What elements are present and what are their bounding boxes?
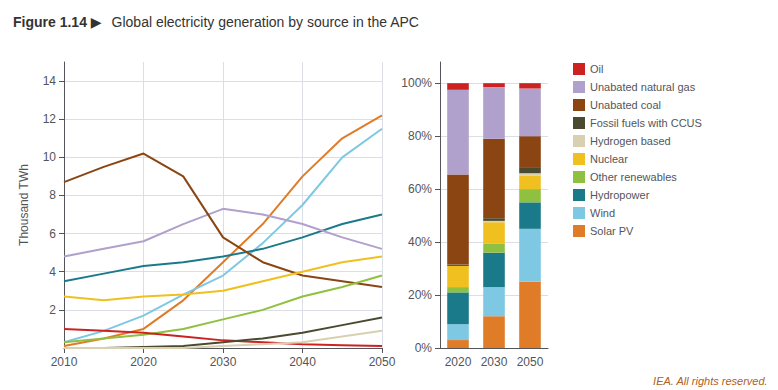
svg-text:2050: 2050 — [517, 355, 544, 369]
svg-text:Global electricity generation: Global electricity generation by source … — [112, 14, 419, 30]
svg-text:10: 10 — [43, 150, 57, 164]
svg-text:2050: 2050 — [369, 355, 396, 369]
svg-text:2030: 2030 — [481, 355, 508, 369]
svg-text:20%: 20% — [408, 288, 432, 302]
svg-text:Nuclear: Nuclear — [590, 153, 628, 165]
svg-text:6: 6 — [49, 227, 56, 241]
svg-text:IEA. All rights reserved.: IEA. All rights reserved. — [653, 375, 768, 387]
svg-text:2010: 2010 — [51, 355, 78, 369]
svg-text:2: 2 — [49, 303, 56, 317]
svg-text:Unabated natural gas: Unabated natural gas — [590, 81, 696, 93]
svg-text:12: 12 — [43, 112, 57, 126]
svg-text:Thousand TWh: Thousand TWh — [17, 164, 31, 246]
svg-text:2040: 2040 — [289, 355, 316, 369]
svg-text:60%: 60% — [408, 182, 432, 196]
svg-text:2020: 2020 — [445, 355, 472, 369]
svg-text:100%: 100% — [401, 76, 432, 90]
svg-text:4: 4 — [49, 265, 56, 279]
svg-text:Figure 1.14 ▶: Figure 1.14 ▶ — [13, 14, 102, 30]
svg-text:Unabated coal: Unabated coal — [590, 99, 661, 111]
svg-text:40%: 40% — [408, 235, 432, 249]
svg-text:2030: 2030 — [210, 355, 237, 369]
svg-text:Hydrogen based: Hydrogen based — [590, 135, 671, 147]
svg-text:Wind: Wind — [590, 207, 615, 219]
svg-text:Oil: Oil — [590, 63, 603, 75]
svg-text:Hydropower: Hydropower — [590, 189, 650, 201]
svg-text:0%: 0% — [415, 341, 433, 355]
svg-text:2020: 2020 — [130, 355, 157, 369]
svg-text:Solar PV: Solar PV — [590, 225, 634, 237]
svg-text:80%: 80% — [408, 129, 432, 143]
svg-text:Fossil fuels with CCUS: Fossil fuels with CCUS — [590, 117, 702, 129]
svg-text:8: 8 — [49, 188, 56, 202]
svg-text:14: 14 — [43, 74, 57, 88]
svg-text:Other renewables: Other renewables — [590, 171, 677, 183]
